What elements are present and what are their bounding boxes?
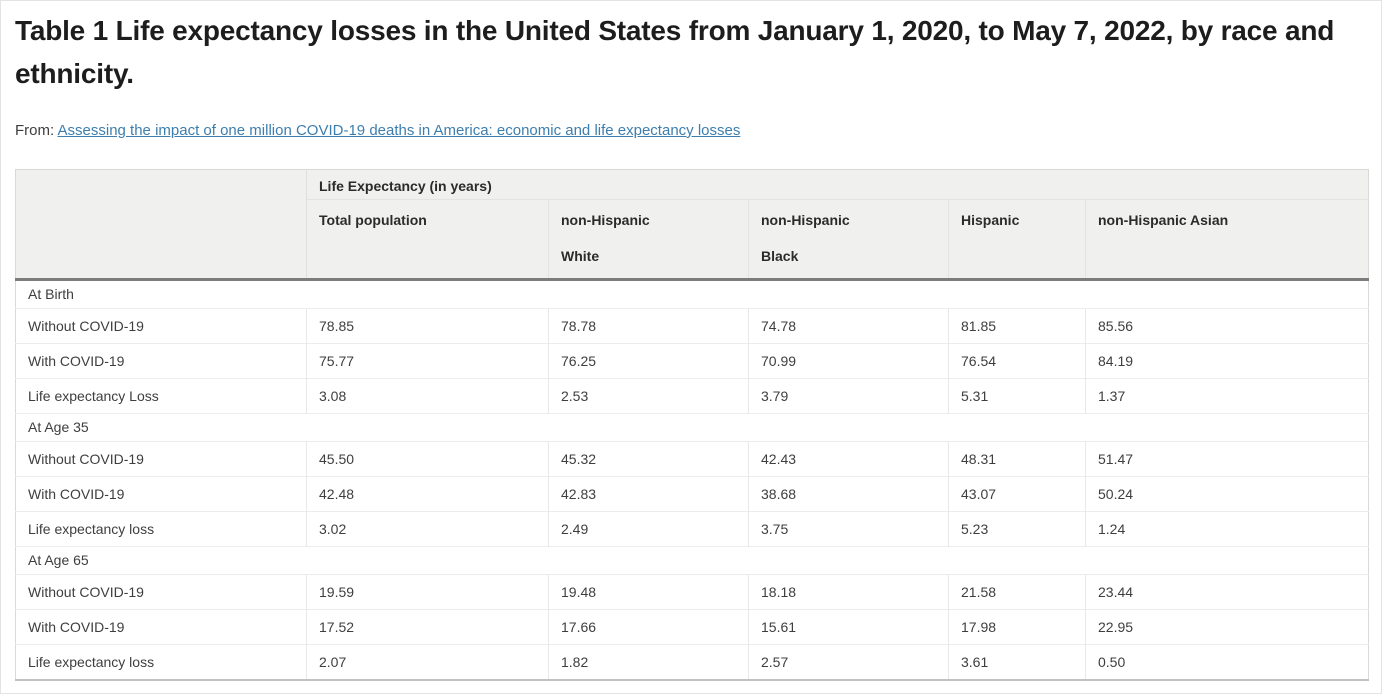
cell-value: 38.68 [748, 476, 949, 512]
column-header-non-hispanic-white: non-Hispanic White [548, 199, 749, 281]
section-label: At Birth [15, 279, 1369, 309]
cell-value: 0.50 [1084, 644, 1369, 680]
cell-value: 2.07 [306, 644, 549, 680]
article-link[interactable]: Assessing the impact of one million COVI… [57, 122, 741, 139]
row-label: With COVID-19 [15, 609, 307, 645]
cell-value: 3.08 [306, 378, 549, 414]
cell-value: 3.75 [748, 511, 949, 547]
cell-value: 1.37 [1084, 378, 1369, 414]
cell-value: 43.07 [948, 476, 1086, 512]
row-label: Life expectancy loss [15, 644, 307, 680]
cell-value: 42.48 [306, 476, 549, 512]
cell-value: 3.79 [748, 378, 949, 414]
cell-value: 3.61 [948, 644, 1086, 680]
group-header-cell: Life Expectancy (in years) [306, 169, 1369, 200]
table-row: Life expectancy loss 3.02 2.49 3.75 5.23… [15, 511, 1369, 547]
column-header-total-population: Total population [306, 199, 549, 281]
cell-value: 19.48 [548, 574, 749, 610]
cell-value: 45.32 [548, 441, 749, 477]
from-label: From: [15, 122, 55, 139]
row-label: Life expectancy Loss [15, 378, 307, 414]
cell-value: 75.77 [306, 343, 549, 379]
cell-value: 17.66 [548, 609, 749, 645]
table-row: With COVID-19 75.77 76.25 70.99 76.54 84… [15, 343, 1369, 379]
cell-value: 48.31 [948, 441, 1086, 477]
cell-value: 42.43 [748, 441, 949, 477]
column-header-row: Total population non-Hispanic White non-… [16, 199, 1369, 281]
section-row-at-age-65: At Age 65 [15, 546, 1369, 575]
column-header-hispanic: Hispanic [948, 199, 1086, 281]
corner-cell [15, 169, 307, 281]
row-label: With COVID-19 [15, 476, 307, 512]
cell-value: 78.85 [306, 308, 549, 344]
table-header: Life Expectancy (in years) Total populat… [15, 169, 1369, 281]
table-row: With COVID-19 17.52 17.66 15.61 17.98 22… [15, 609, 1369, 645]
section-row-at-age-35: At Age 35 [15, 413, 1369, 442]
life-expectancy-table: Life Expectancy (in years) Total populat… [15, 169, 1370, 681]
cell-value: 17.52 [306, 609, 549, 645]
cell-value: 78.78 [548, 308, 749, 344]
row-label: Life expectancy loss [15, 511, 307, 547]
cell-value: 15.61 [748, 609, 949, 645]
cell-value: 23.44 [1084, 574, 1369, 610]
cell-value: 2.49 [548, 511, 749, 547]
row-label: Without COVID-19 [15, 308, 307, 344]
cell-value: 76.54 [948, 343, 1086, 379]
cell-value: 17.98 [948, 609, 1086, 645]
cell-value: 74.78 [748, 308, 949, 344]
cell-value: 50.24 [1084, 476, 1369, 512]
row-label: Without COVID-19 [15, 574, 307, 610]
table-row: Without COVID-19 19.59 19.48 18.18 21.58… [15, 574, 1369, 610]
cell-value: 5.31 [948, 378, 1086, 414]
cell-value: 2.53 [548, 378, 749, 414]
cell-value: 22.95 [1084, 609, 1369, 645]
column-header-non-hispanic-asian: non-Hispanic Asian [1084, 199, 1369, 281]
table-row: Without COVID-19 45.50 45.32 42.43 48.31… [15, 441, 1369, 477]
row-label: With COVID-19 [15, 343, 307, 379]
cell-value: 42.83 [548, 476, 749, 512]
cell-value: 84.19 [1084, 343, 1369, 379]
cell-value: 5.23 [948, 511, 1086, 547]
cell-value: 21.58 [948, 574, 1086, 610]
cell-value: 1.82 [548, 644, 749, 680]
row-label: Without COVID-19 [15, 441, 307, 477]
cell-value: 3.02 [306, 511, 549, 547]
page-title: Table 1 Life expectancy losses in the Un… [15, 15, 1335, 89]
cell-value: 81.85 [948, 308, 1086, 344]
group-header-row: Life Expectancy (in years) [15, 169, 1369, 281]
cell-value: 2.57 [748, 644, 949, 680]
section-row-at-birth: At Birth [15, 279, 1369, 309]
table-row: Without COVID-19 78.85 78.78 74.78 81.85… [15, 308, 1369, 344]
cell-value: 1.24 [1084, 511, 1369, 547]
cell-value: 70.99 [748, 343, 949, 379]
from-line: From: Assessing the impact of one millio… [15, 121, 1367, 140]
cell-value: 19.59 [306, 574, 549, 610]
section-label: At Age 65 [15, 546, 1369, 575]
cell-value: 51.47 [1084, 441, 1369, 477]
column-header-non-hispanic-black: non-Hispanic Black [748, 199, 949, 281]
cell-value: 85.56 [1084, 308, 1369, 344]
table-row: Life expectancy loss 2.07 1.82 2.57 3.61… [15, 644, 1369, 680]
cell-value: 76.25 [548, 343, 749, 379]
cell-value: 18.18 [748, 574, 949, 610]
table-body: At Birth Without COVID-19 78.85 78.78 74… [15, 279, 1369, 680]
table-row: With COVID-19 42.48 42.83 38.68 43.07 50… [15, 476, 1369, 512]
table-row: Life expectancy Loss 3.08 2.53 3.79 5.31… [15, 378, 1369, 414]
section-label: At Age 35 [15, 413, 1369, 442]
cell-value: 45.50 [306, 441, 549, 477]
